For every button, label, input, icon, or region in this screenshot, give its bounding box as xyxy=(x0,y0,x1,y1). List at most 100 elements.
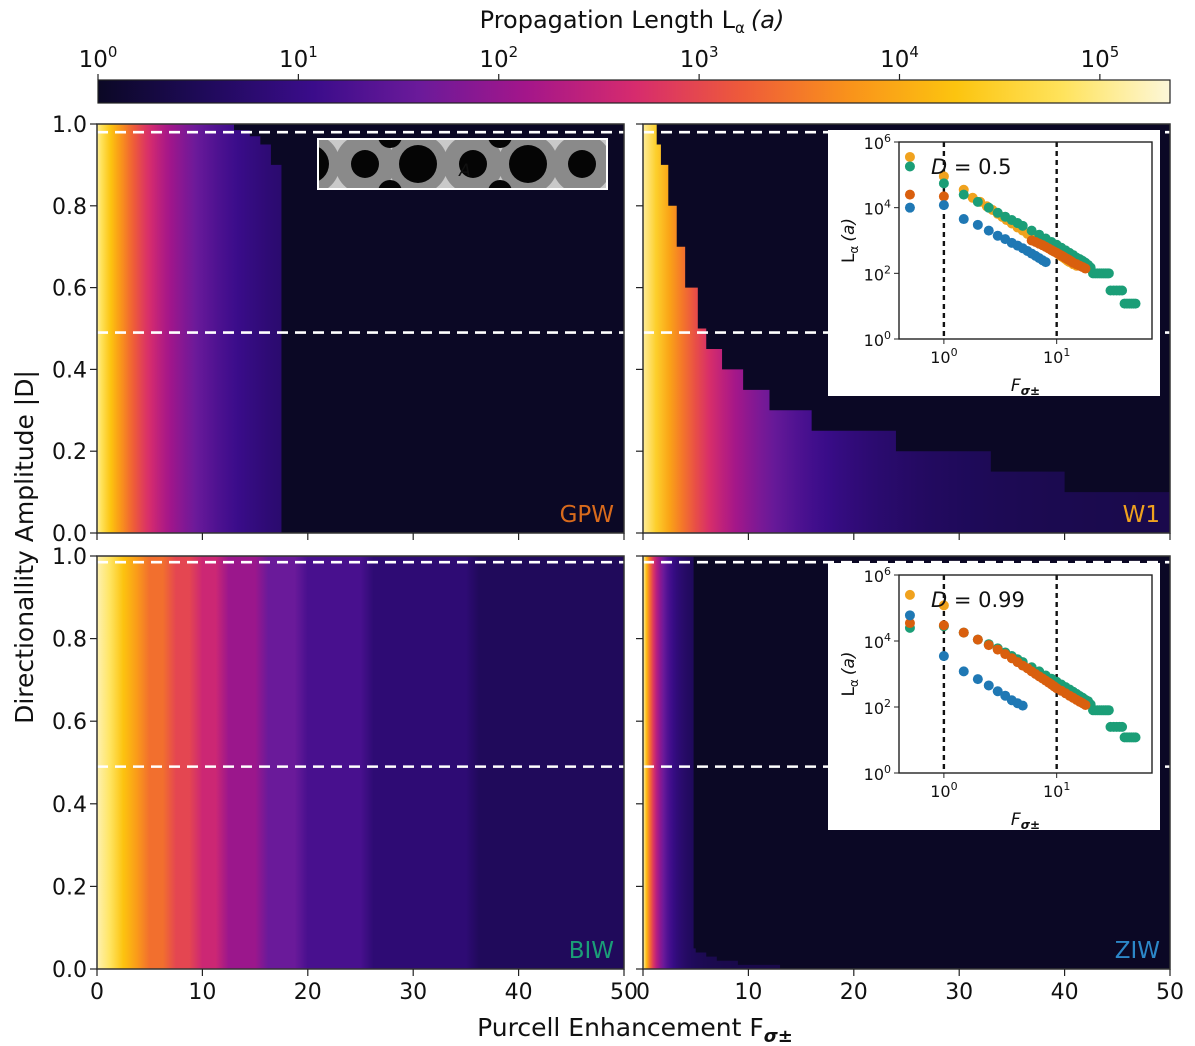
inset-y-tick-label: 106 xyxy=(864,565,891,586)
panel-label: W1 xyxy=(1123,502,1160,528)
inset-point xyxy=(1117,721,1128,732)
colorbar-label: Propagation Length Lα (a) xyxy=(480,6,785,37)
inset-point xyxy=(904,202,915,213)
x-tick-label: 0 xyxy=(90,980,104,1005)
inset-point xyxy=(904,189,915,200)
panel-gpw: GPW 0.0 0.2 0.4 0.6 0.8 1.0 A xyxy=(52,113,625,547)
inset-point xyxy=(1026,225,1037,236)
inset-point xyxy=(972,674,983,685)
inset-y-tick-label: 102 xyxy=(864,263,891,284)
x-tick-label: 40 xyxy=(1051,980,1079,1005)
inset-point xyxy=(1130,732,1141,743)
y-tick-label: 0.0 xyxy=(52,958,87,983)
x-tick-label: 0 xyxy=(636,980,650,1005)
inset-image-label: A xyxy=(458,161,471,181)
inset-y-label: Lα(a) xyxy=(839,218,861,263)
y-tick-label: 0.2 xyxy=(52,875,87,900)
inset-y-tick-label: 104 xyxy=(864,631,891,652)
inset-point xyxy=(1130,298,1141,309)
inset-point xyxy=(1017,220,1028,231)
y-tick-label: 1.0 xyxy=(52,545,87,570)
inset-point xyxy=(938,600,949,611)
x-tick-label: 40 xyxy=(505,980,533,1005)
x-tick-label: 30 xyxy=(945,980,973,1005)
y-tick-label: 0.8 xyxy=(52,628,87,653)
inset-background xyxy=(828,563,1160,830)
inset-x-tick-label: 100 xyxy=(930,780,957,801)
heatmap-region xyxy=(643,124,1170,533)
inset-x-tick-label: 101 xyxy=(1043,346,1070,367)
inset-point xyxy=(972,219,983,230)
inset-point xyxy=(904,161,915,172)
x-tick-label: 10 xyxy=(188,980,216,1005)
inset-point xyxy=(904,618,915,629)
x-axis-label: Purcell Enhancement Fσ± xyxy=(477,1013,793,1046)
colorbar-label-sub: α xyxy=(735,19,745,37)
panel-w1: W1 D = 0.5 100 101 100 102 104 106 Fσ± Lα(a) xyxy=(636,123,1171,540)
panel-frame xyxy=(642,123,1171,534)
inset-background xyxy=(828,130,1160,396)
panel-ziw: ZIW 0 10 20 30 40 50 D = 0.99 100 101 100 102 104 106… xyxy=(636,555,1184,1005)
inset-scatter-plot: D = 0.99 100 101 100 102 104 106 Fσ± Lα(a) xyxy=(828,563,1160,832)
inset-point xyxy=(992,644,1003,655)
inset-point xyxy=(1103,268,1114,279)
panel-frame xyxy=(96,123,625,534)
colorbar-tick-label: 100 xyxy=(79,43,118,73)
inset-point xyxy=(1103,705,1114,716)
inset-point xyxy=(983,680,994,691)
x-tick-label: 20 xyxy=(294,980,322,1005)
inset-point xyxy=(1040,257,1051,268)
heatmap-region xyxy=(97,556,624,969)
inset-frame xyxy=(898,141,1153,340)
colorbar-label-unit: (a) xyxy=(751,6,784,34)
heatmap-region xyxy=(643,556,781,969)
inset-x-label: Fσ± xyxy=(1011,376,1040,398)
panel-biw: BIW 0.0 0.2 0.4 0.6 0.8 1.0 0 10 20 30 40 50 xyxy=(52,545,638,1005)
inset-y-tick-label: 106 xyxy=(864,132,891,153)
colorbar: Propagation Length Lα (a) 100 101 102 103 104… xyxy=(79,6,1171,104)
inset-point xyxy=(983,225,994,236)
inset-x-tick-label: 100 xyxy=(930,346,957,367)
y-tick-label: 0.2 xyxy=(52,440,87,465)
inset-y-tick-label: 100 xyxy=(864,329,891,350)
inset-point xyxy=(972,634,983,645)
colorbar-tick-label: 103 xyxy=(680,43,719,73)
inset-point xyxy=(938,191,949,202)
inset-frame xyxy=(898,574,1153,774)
inset-point xyxy=(938,620,949,631)
inset-point xyxy=(983,202,994,213)
x-axis-label-sub: σ± xyxy=(764,1026,793,1046)
inset-point xyxy=(938,171,949,182)
panel-frame xyxy=(642,555,1171,970)
inset-point xyxy=(938,200,949,211)
heatmap-region xyxy=(97,124,282,533)
panel-label: BIW xyxy=(569,938,614,964)
inset-point xyxy=(1117,285,1128,296)
inset-scatter-plot: D = 0.5 100 101 100 102 104 106 Fσ± Lα(a) xyxy=(828,130,1160,398)
inset-point xyxy=(958,627,969,638)
inset-point xyxy=(983,640,994,651)
inset-point xyxy=(1080,699,1091,710)
colorbar-tick-label: 104 xyxy=(880,43,919,73)
inset-y-label: Lα(a) xyxy=(839,651,861,696)
inset-point xyxy=(972,196,983,207)
inset-point xyxy=(992,230,1003,241)
y-tick-label: 0.4 xyxy=(52,358,87,383)
x-axis-label-main: Purcell Enhancement F xyxy=(477,1013,764,1042)
colorbar-gradient xyxy=(97,79,1171,104)
y-tick-label: 0.6 xyxy=(52,710,87,735)
colorbar-ticks: 100 101 102 103 104 105 xyxy=(79,43,1119,80)
inset-point xyxy=(904,589,915,600)
inset-point xyxy=(904,610,915,621)
inset-point xyxy=(958,189,969,200)
y-tick-label: 0.6 xyxy=(52,277,87,302)
x-tick-label: 10 xyxy=(734,980,762,1005)
inset-point xyxy=(958,666,969,677)
y-tick-label: 0.4 xyxy=(52,793,87,818)
inset-point xyxy=(938,651,949,662)
colorbar-tick-label: 105 xyxy=(1080,43,1119,73)
panel-label: GPW xyxy=(560,502,614,528)
y-axis-label: Directionallity Amplitude |D| xyxy=(10,370,39,724)
